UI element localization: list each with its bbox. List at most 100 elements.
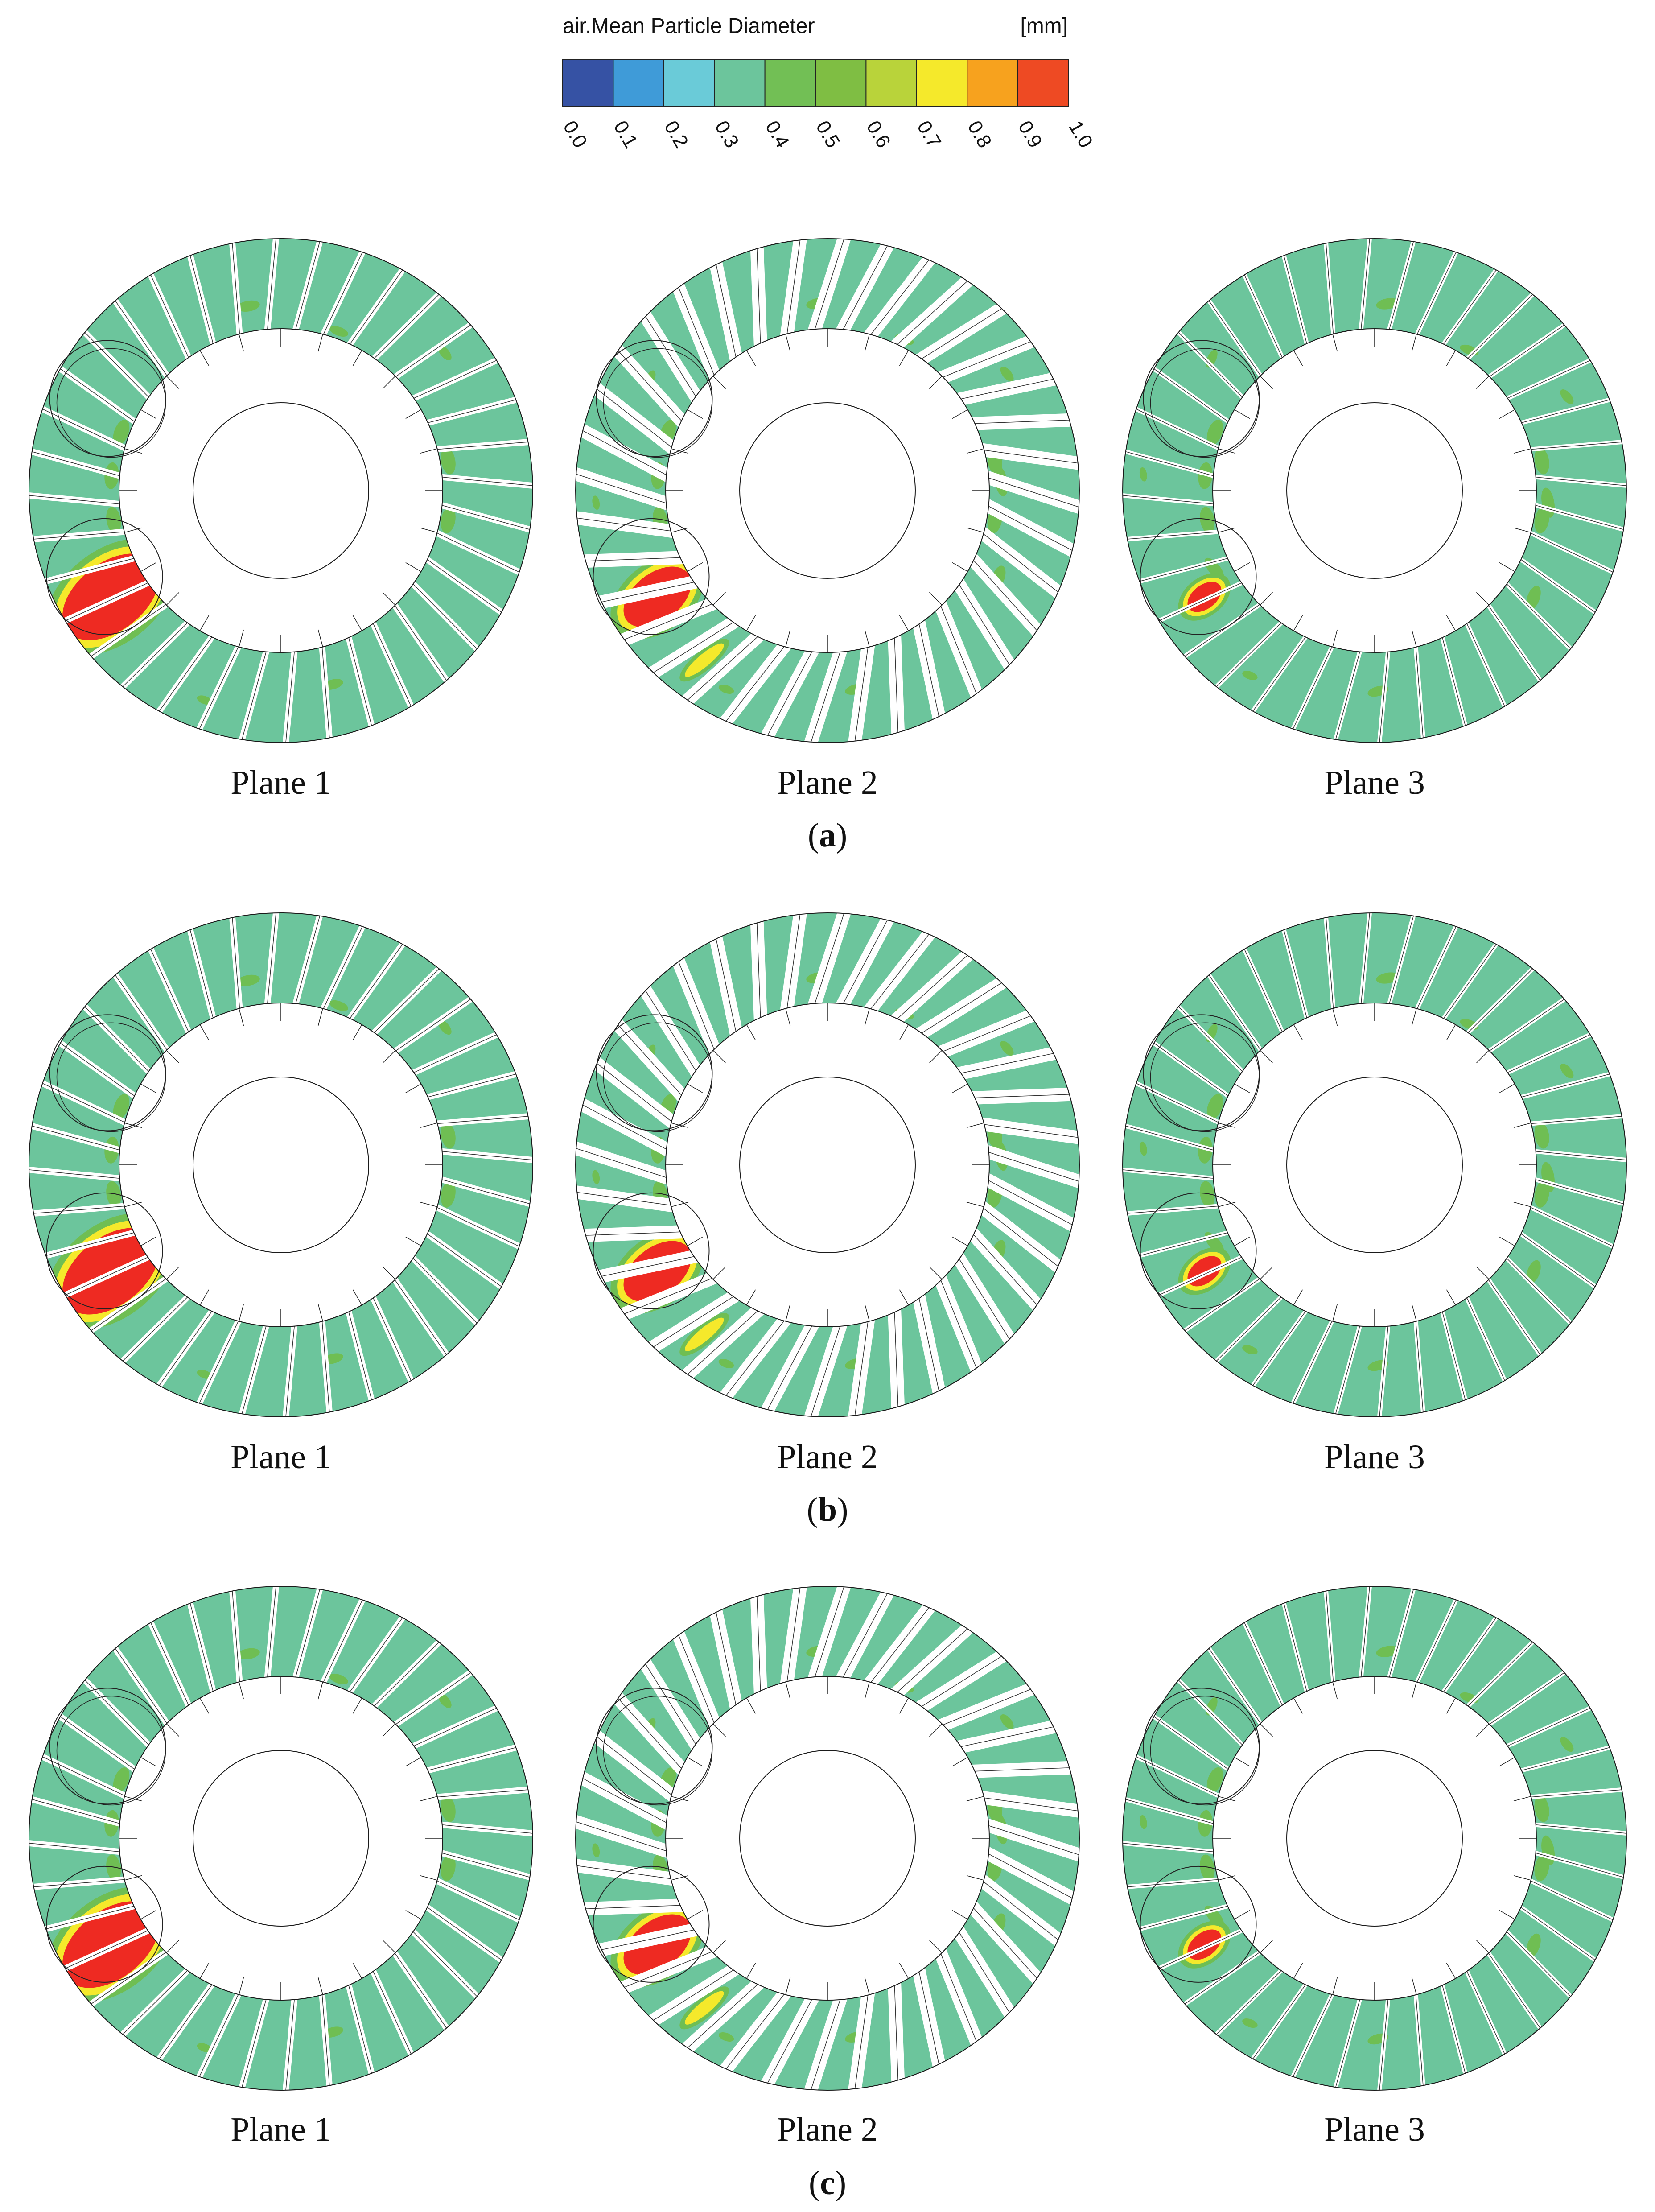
particle-patch [1139, 1815, 1147, 1829]
vane-edge [1282, 1599, 1308, 1695]
row-label-b: (b) [807, 1491, 848, 1528]
vane-edge [371, 965, 443, 1036]
vane-edge [786, 238, 801, 338]
vane-edge [267, 239, 277, 333]
vane-edge [1527, 1879, 1617, 1922]
vane-edge [1135, 1905, 1231, 1931]
vane-edge [438, 1852, 533, 1879]
inner-tick [352, 1698, 362, 1714]
vane-edge [410, 1032, 501, 1075]
vane-edge [1334, 648, 1361, 743]
inner-tick [899, 615, 909, 631]
inner-tick [1332, 1008, 1338, 1026]
inner-tick [405, 1757, 421, 1767]
probe-circle [603, 1696, 713, 1806]
probe-circle [593, 1192, 710, 1309]
vane-edge [410, 1929, 481, 2000]
inner-tick [899, 350, 909, 366]
inner-tick [166, 376, 180, 389]
inner-tick [1293, 1024, 1303, 1040]
vane-edge [1465, 965, 1536, 1036]
vane-edge [1465, 1638, 1536, 1709]
vane-edge [148, 270, 191, 361]
inner-tick [352, 1963, 362, 1979]
vane-edge [112, 1644, 169, 1727]
vane-edge [723, 643, 787, 725]
inner-tick [952, 562, 968, 572]
inner-tick [239, 1682, 244, 1700]
particle-patch [1206, 1094, 1223, 1120]
inner-tick [1411, 1977, 1417, 1995]
inner-tick [1411, 1304, 1417, 1321]
inner-tick [1499, 1910, 1515, 1920]
particle-patch [1242, 2018, 1258, 2028]
hotspot [610, 1229, 704, 1314]
vane-edge [29, 1124, 124, 1151]
vane-edge [371, 620, 413, 711]
probe-circle [603, 348, 713, 458]
inner-tick [864, 629, 870, 647]
particle-patch [1000, 1040, 1014, 1056]
inner-tick [352, 615, 362, 631]
inner-tick [952, 409, 968, 419]
inner-tick [199, 1024, 210, 1040]
particle-patch [329, 326, 348, 337]
vane-edge [1465, 291, 1536, 361]
vane-edge [971, 1231, 1041, 1309]
particle-patch [718, 2032, 734, 2042]
colorbar-cell [1017, 59, 1069, 107]
vane-edge [715, 1608, 737, 1709]
inner-tick [712, 1266, 726, 1280]
vane-edge [392, 1950, 449, 2032]
colorbar-cell [714, 59, 766, 107]
inner-tick [785, 1977, 791, 1995]
hub-circle [739, 1077, 916, 1253]
vane-edge [433, 1205, 523, 1249]
probe-circle [56, 1022, 166, 1132]
vane-edge [575, 472, 670, 505]
inner-tick [140, 1910, 156, 1920]
inner-tick [1293, 1963, 1303, 1979]
vane-edge [347, 1308, 373, 1404]
inner-tick [899, 1024, 909, 1040]
inner-tick [1218, 1875, 1236, 1881]
vane-edge [957, 1725, 1058, 1748]
inner-tick [1411, 629, 1417, 647]
vane-edge [81, 329, 152, 400]
colorbar-tick-label: 0.8 [963, 117, 996, 152]
colorbar-tick-label: 1.0 [1064, 117, 1097, 152]
inner-tick [966, 448, 984, 454]
inner-tick [1513, 448, 1531, 454]
inner-tick [1411, 1682, 1417, 1700]
inner-tick [1293, 1698, 1303, 1714]
inner-tick [671, 1875, 689, 1881]
inner-tick [124, 527, 142, 533]
inner-tick [864, 1977, 870, 1995]
contour-disk-row-a-plane-2 [575, 238, 1080, 743]
inner-tick [1260, 1050, 1273, 1064]
inner-tick [712, 1050, 726, 1064]
vane-edge [1206, 1644, 1263, 1727]
vane-edge [683, 1308, 761, 1378]
colorbar-cell [663, 59, 715, 107]
vane-edge [56, 1040, 138, 1098]
vane-edge [1181, 1276, 1263, 1333]
probe-circle [56, 1696, 166, 1806]
vane-edge [1282, 925, 1308, 1022]
vane-edge [189, 251, 214, 347]
inner-tick [671, 1201, 689, 1207]
plane-label: Plane 2 [777, 1438, 878, 1476]
vane-edge [1123, 1169, 1217, 1179]
vane-edge [1291, 643, 1334, 733]
vane-edge [1250, 1981, 1308, 2063]
vane-edge [918, 305, 1006, 361]
outer-boundary [1122, 238, 1627, 743]
probe-circle [1150, 1696, 1260, 1806]
inner-tick [785, 1304, 791, 1321]
vane-edge [642, 312, 698, 400]
vane-edge [424, 557, 506, 615]
vane-edge [715, 934, 737, 1036]
vane-edge [918, 1653, 1006, 1709]
vane-edge [1486, 996, 1569, 1053]
